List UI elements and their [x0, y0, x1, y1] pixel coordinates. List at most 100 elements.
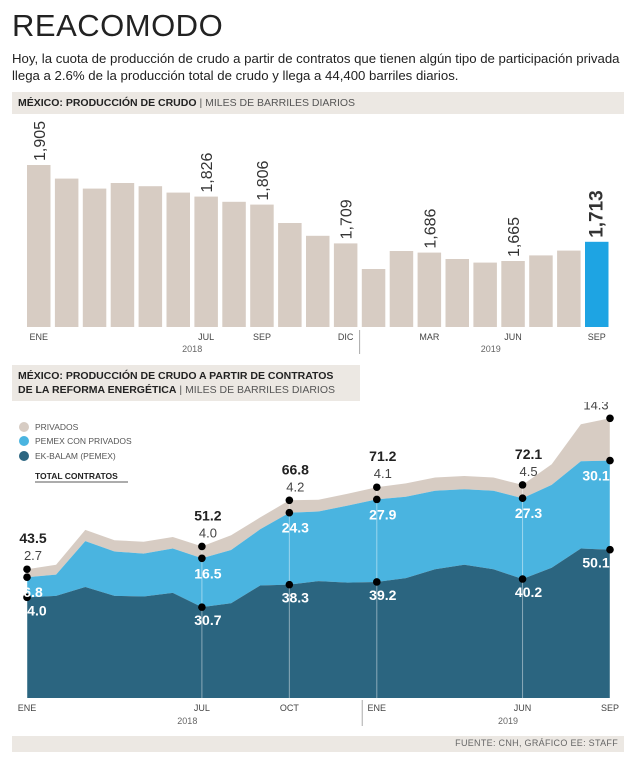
- area-x-tick-9: OCT: [280, 703, 300, 713]
- bar-11: [333, 243, 358, 327]
- area-chart-units: | MILES DE BARRILES DIARIOS: [179, 384, 336, 396]
- point-17-1: [518, 494, 527, 502]
- bar-13: [389, 251, 414, 327]
- bar-value-label-8: 1,806: [255, 160, 272, 200]
- area-x-tick-17: JUN: [514, 703, 532, 713]
- point-9-2: [285, 580, 294, 589]
- bar-9: [278, 223, 302, 327]
- legend-swatch-pemex: [19, 436, 29, 446]
- pemex-label-6: 16.5: [194, 565, 221, 581]
- bar-1: [54, 178, 79, 327]
- bar-year-2019: 2019: [481, 344, 501, 354]
- bar-value-label-20: 1,713: [587, 190, 608, 238]
- bar-15: [445, 259, 469, 327]
- area-year-2019: 2019: [498, 716, 518, 726]
- bar-7: [222, 201, 246, 327]
- bar-chart: 1,905 1,826 1,806 1,709 1,686 1,665 1,713 ENE JU…: [27, 121, 609, 354]
- bar-8: [250, 204, 274, 327]
- bar-x-tick-20: SEP: [588, 332, 606, 342]
- point-0-1: [23, 573, 31, 582]
- total-label-17: 72.1: [515, 446, 542, 462]
- bar-value-label-11: 1,709: [339, 199, 356, 239]
- area-x-tick-6: JUL: [194, 703, 210, 713]
- bar-x-tick-11: DIC: [338, 332, 354, 342]
- total-label-12: 71.2: [369, 448, 396, 464]
- area-chart: 43.5 2.7 6.8 34.0 51.2 4.0 16.5 30.7 66.8 4.2 24.3…: [18, 402, 619, 726]
- bar-16: [473, 262, 497, 327]
- ek-label-17: 40.2: [515, 584, 542, 600]
- area-x-tick-20: SEP: [601, 703, 619, 713]
- legend-label-pemex: PEMEX CON PRIVADOS: [35, 436, 132, 446]
- bar-14: [417, 252, 442, 327]
- ek-label-6: 30.7: [194, 612, 221, 628]
- area-chart-title-line2: DE LA REFORMA ENERGÉTICA: [18, 384, 177, 396]
- source-text: FUENTE: CNH, GRÁFICO EE: STAFF: [455, 738, 618, 748]
- source-footer: FUENTE: CNH, GRÁFICO EE: STAFF: [12, 736, 624, 752]
- point-17-2: [518, 575, 527, 583]
- page-title: REACOMODO: [12, 8, 224, 43]
- privados-label-12: 4.1: [374, 466, 392, 481]
- bar-value-label-6: 1,826: [199, 152, 216, 192]
- point-12-2: [373, 578, 381, 586]
- bar-10: [306, 235, 330, 327]
- bar-chart-units: | MILES DE BARRILES DIARIOS: [199, 97, 356, 109]
- bar-2: [82, 188, 107, 327]
- bar-x-tick-14: MAR: [419, 332, 440, 342]
- privados-label-0: 2.7: [24, 548, 42, 563]
- area-x-tick-0: ENE: [18, 703, 37, 713]
- legend-label-ek: EK-BALAM (PEMEX): [35, 451, 116, 461]
- bar-20: [585, 241, 609, 327]
- ek-label-12: 39.2: [369, 587, 396, 603]
- point-12-1: [373, 495, 381, 504]
- privados-label-17: 4.5: [520, 464, 538, 479]
- pemex-label-9: 24.3: [282, 520, 309, 536]
- total-label-0: 43.5: [19, 530, 46, 546]
- area-chart-title-line1: MÉXICO: PRODUCCIÓN DE CRUDO A PARTIR DE …: [18, 370, 334, 382]
- privados-label-20: 14.3: [583, 402, 608, 412]
- page-subtitle: Hoy, la cuota de producción de crudo a p…: [12, 51, 620, 83]
- area-x-tick-12: ENE: [368, 703, 387, 713]
- point-9-1: [285, 508, 294, 517]
- area-chart-header: MÉXICO: PRODUCCIÓN DE CRUDO A PARTIR DE …: [12, 365, 360, 401]
- point-6-2: [198, 603, 206, 611]
- bar-3: [110, 183, 135, 327]
- bar-value-label-14: 1,686: [422, 208, 439, 248]
- bar-x-tick-6: JUL: [198, 332, 214, 342]
- ek-label-9: 38.3: [282, 590, 309, 606]
- point-6-0: [198, 542, 206, 551]
- point-6-1: [198, 554, 206, 563]
- area-ek-balam: [27, 548, 610, 698]
- legend-label-total: TOTAL CONTRATOS: [35, 471, 118, 481]
- bar-4: [138, 186, 163, 327]
- bar-x-tick-17: JUN: [504, 332, 522, 342]
- pemex-label-12: 27.9: [369, 506, 396, 522]
- ek-label-0: 34.0: [19, 602, 46, 618]
- area-pemex-con-privados: [27, 460, 610, 608]
- bar-17: [501, 261, 525, 327]
- point-0-2: [23, 593, 31, 602]
- bar-5: [166, 192, 190, 327]
- legend-swatch-ek: [19, 451, 29, 461]
- point-12-0: [373, 483, 381, 492]
- bar-year-2018: 2018: [182, 344, 202, 354]
- bar-x-tick-8: SEP: [253, 332, 271, 342]
- area-year-2018: 2018: [177, 716, 197, 726]
- bar-x-tick-0: ENE: [29, 332, 48, 342]
- total-label-6: 51.2: [194, 507, 221, 523]
- pemex-label-0: 6.8: [23, 584, 43, 600]
- bar-6: [194, 196, 218, 327]
- total-label-9: 66.8: [282, 461, 309, 477]
- bar-18: [529, 255, 553, 327]
- point-17-0: [518, 481, 527, 489]
- privados-label-6: 4.0: [199, 525, 217, 540]
- bar-chart-title: MÉXICO: PRODUCCIÓN DE CRUDO: [18, 97, 197, 109]
- bar-value-label-0: 1,905: [32, 121, 49, 161]
- point-20-2: [606, 545, 614, 554]
- pemex-label-20: 30.1: [582, 468, 609, 484]
- bar-12: [361, 269, 386, 327]
- area-privados: [27, 418, 610, 578]
- ek-label-20: 50.1: [582, 555, 609, 571]
- privados-label-9: 4.2: [286, 479, 304, 494]
- point-9-0: [285, 496, 294, 505]
- bar-0: [27, 165, 51, 327]
